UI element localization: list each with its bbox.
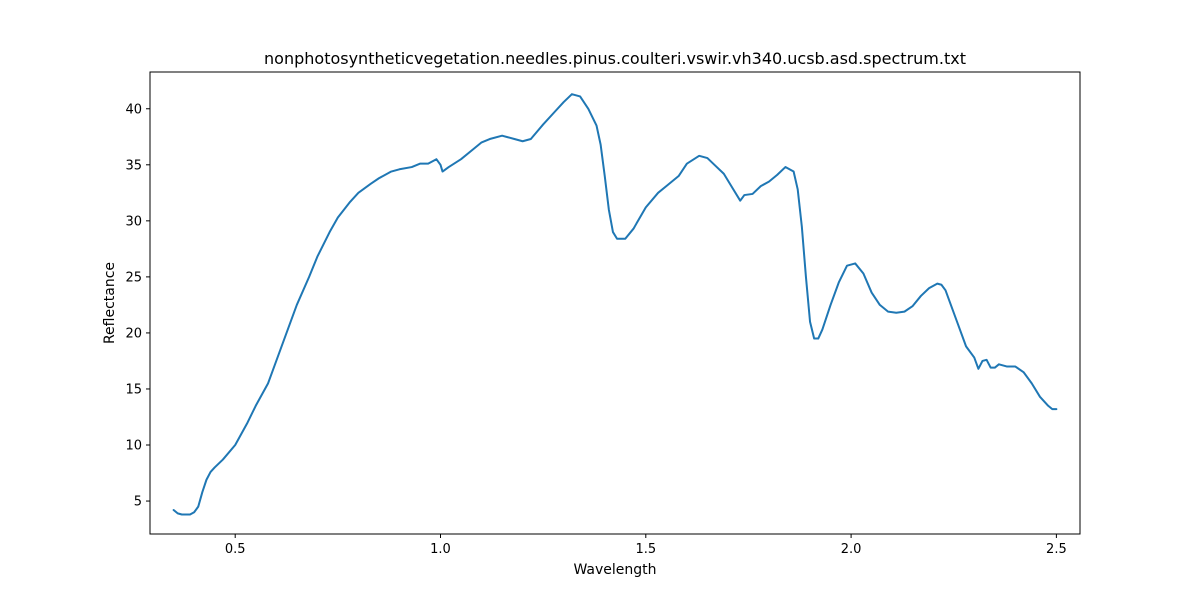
y-tick-label: 15 — [125, 382, 142, 397]
y-tick-label: 10 — [125, 439, 142, 454]
y-axis-ticks: 5 10 15 20 25 30 35 40 — [125, 102, 150, 510]
spectrum-line — [172, 93, 1058, 516]
x-tick-label: 2.5 — [1046, 542, 1067, 557]
plot-area-frame — [149, 71, 1081, 535]
x-tick-label: 0.5 — [225, 542, 246, 557]
chart-title: nonphotosyntheticvegetation.needles.pinu… — [264, 49, 966, 68]
y-tick-label: 40 — [125, 102, 142, 117]
x-axis-label: Wavelength — [573, 562, 656, 578]
x-axis-ticks: 0.5 1.0 1.5 2.0 2.5 — [225, 534, 1067, 557]
x-tick-label: 1.0 — [430, 542, 451, 557]
x-tick-label: 2.0 — [841, 542, 862, 557]
y-tick-label: 30 — [125, 214, 142, 229]
y-tick-label: 35 — [125, 158, 142, 173]
series-layer — [172, 93, 1058, 516]
y-tick-label: 5 — [134, 495, 142, 510]
y-tick-label: 25 — [125, 270, 142, 285]
y-axis-label: Reflectance — [102, 262, 118, 344]
x-tick-label: 1.5 — [635, 542, 656, 557]
y-tick-label: 20 — [125, 326, 142, 341]
